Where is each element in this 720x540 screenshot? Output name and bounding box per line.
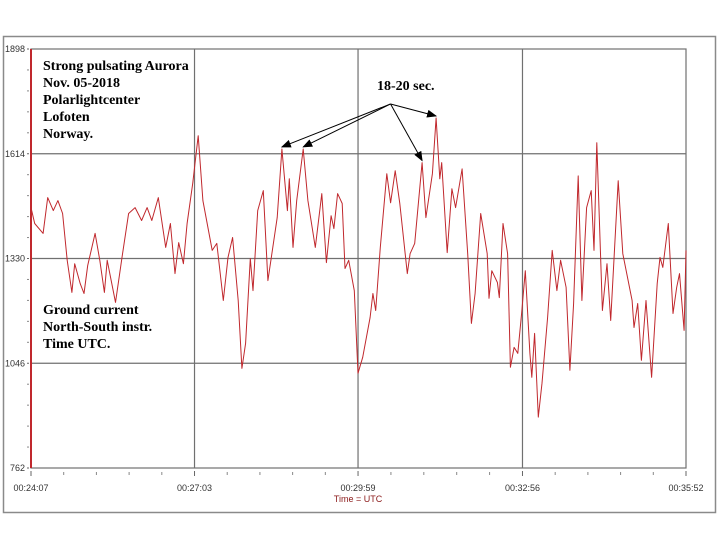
x-axis-title: Time = UTC bbox=[334, 494, 383, 504]
title-line: Lofoten bbox=[43, 110, 90, 125]
title-line: Nov. 05-2018 bbox=[43, 76, 120, 91]
annotation-arrow bbox=[390, 103, 438, 118]
y-tick-label: 762 bbox=[10, 463, 25, 473]
x-tick-label: 00:27:03 bbox=[177, 483, 212, 493]
axis-ticks: 1898 1614 1330 1046 762 00:24:07 00:27:03 00:29… bbox=[5, 44, 704, 493]
annotation-arrows bbox=[280, 103, 438, 162]
title-line: Polarlightcenter bbox=[43, 93, 140, 108]
annotation-arrow bbox=[280, 103, 391, 148]
instrument-info-block: Ground current North-South instr. Time U… bbox=[43, 303, 152, 352]
x-tick-label: 00:29:59 bbox=[341, 483, 376, 493]
chart-title-block: Strong pulsating Aurora Nov. 05-2018 Pol… bbox=[43, 59, 189, 142]
info-line: Time UTC. bbox=[43, 337, 110, 352]
title-line: Norway. bbox=[43, 127, 93, 142]
y-tick-label: 1898 bbox=[5, 44, 25, 54]
title-line: Strong pulsating Aurora bbox=[43, 59, 189, 74]
annotation-label: 18-20 sec. bbox=[377, 79, 435, 94]
x-tick-label: 00:35:52 bbox=[668, 483, 703, 493]
annotation-arrow bbox=[390, 103, 423, 162]
info-line: Ground current bbox=[43, 303, 139, 318]
y-tick-label: 1046 bbox=[5, 358, 25, 368]
info-line: North-South instr. bbox=[43, 320, 152, 335]
y-tick-label: 1330 bbox=[5, 254, 25, 264]
grid bbox=[30, 48, 687, 469]
annotation-arrow bbox=[302, 103, 391, 148]
series-layer bbox=[30, 117, 687, 418]
x-tick-label: 00:24:07 bbox=[13, 483, 48, 493]
x-tick-label: 00:32:56 bbox=[505, 483, 540, 493]
series-line bbox=[30, 117, 687, 418]
y-tick-label: 1614 bbox=[5, 149, 25, 159]
